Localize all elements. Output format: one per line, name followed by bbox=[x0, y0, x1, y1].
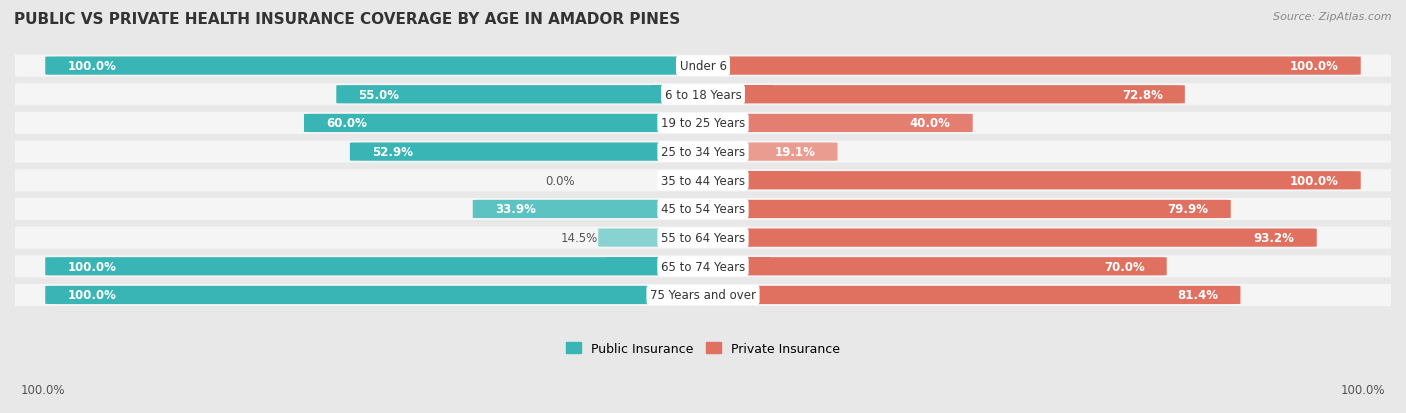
FancyBboxPatch shape bbox=[692, 57, 1361, 76]
Text: 52.9%: 52.9% bbox=[373, 146, 413, 159]
Bar bbox=[606, 57, 703, 75]
FancyBboxPatch shape bbox=[1, 113, 1405, 135]
Text: 100.0%: 100.0% bbox=[1289, 174, 1339, 188]
Legend: Public Insurance, Private Insurance: Public Insurance, Private Insurance bbox=[561, 337, 845, 360]
Text: 81.4%: 81.4% bbox=[1177, 289, 1219, 302]
FancyBboxPatch shape bbox=[1, 198, 1405, 221]
FancyBboxPatch shape bbox=[692, 114, 973, 133]
Text: 65 to 74 Years: 65 to 74 Years bbox=[661, 260, 745, 273]
Text: 33.9%: 33.9% bbox=[495, 203, 536, 216]
FancyBboxPatch shape bbox=[1, 141, 1405, 163]
Text: 70.0%: 70.0% bbox=[1104, 260, 1144, 273]
FancyBboxPatch shape bbox=[304, 114, 714, 133]
Text: PUBLIC VS PRIVATE HEALTH INSURANCE COVERAGE BY AGE IN AMADOR PINES: PUBLIC VS PRIVATE HEALTH INSURANCE COVER… bbox=[14, 12, 681, 27]
FancyBboxPatch shape bbox=[1, 284, 1405, 306]
Bar bbox=[703, 229, 793, 247]
FancyBboxPatch shape bbox=[45, 57, 714, 76]
FancyBboxPatch shape bbox=[472, 200, 714, 218]
Text: 55 to 64 Years: 55 to 64 Years bbox=[661, 232, 745, 244]
FancyBboxPatch shape bbox=[598, 229, 714, 247]
Bar bbox=[671, 201, 703, 218]
Bar bbox=[703, 172, 800, 190]
FancyBboxPatch shape bbox=[1, 55, 1405, 78]
Text: Under 6: Under 6 bbox=[679, 60, 727, 73]
FancyBboxPatch shape bbox=[45, 286, 714, 304]
Bar bbox=[703, 115, 742, 133]
Text: Source: ZipAtlas.com: Source: ZipAtlas.com bbox=[1274, 12, 1392, 22]
Text: 25 to 34 Years: 25 to 34 Years bbox=[661, 146, 745, 159]
Text: 19 to 25 Years: 19 to 25 Years bbox=[661, 117, 745, 130]
Bar bbox=[689, 229, 703, 247]
Text: 93.2%: 93.2% bbox=[1254, 232, 1295, 244]
Text: 75 Years and over: 75 Years and over bbox=[650, 289, 756, 302]
FancyBboxPatch shape bbox=[692, 86, 1185, 104]
Text: 100.0%: 100.0% bbox=[21, 384, 66, 396]
Text: 45 to 54 Years: 45 to 54 Years bbox=[661, 203, 745, 216]
FancyBboxPatch shape bbox=[692, 143, 838, 161]
FancyBboxPatch shape bbox=[692, 286, 1240, 304]
Text: 19.1%: 19.1% bbox=[775, 146, 815, 159]
FancyBboxPatch shape bbox=[45, 258, 714, 276]
Bar bbox=[703, 201, 780, 218]
FancyBboxPatch shape bbox=[692, 200, 1230, 218]
Bar bbox=[703, 57, 800, 75]
Text: 100.0%: 100.0% bbox=[1289, 60, 1339, 73]
Bar bbox=[703, 143, 721, 161]
Text: 79.9%: 79.9% bbox=[1168, 203, 1209, 216]
Text: 35 to 44 Years: 35 to 44 Years bbox=[661, 174, 745, 188]
Text: 6 to 18 Years: 6 to 18 Years bbox=[665, 88, 741, 102]
Bar bbox=[652, 143, 703, 161]
Text: 14.5%: 14.5% bbox=[561, 232, 598, 244]
Bar bbox=[703, 86, 773, 104]
Text: 100.0%: 100.0% bbox=[67, 60, 117, 73]
Text: 40.0%: 40.0% bbox=[910, 117, 950, 130]
Bar bbox=[645, 115, 703, 133]
Text: 100.0%: 100.0% bbox=[1340, 384, 1385, 396]
Text: 55.0%: 55.0% bbox=[359, 88, 399, 102]
FancyBboxPatch shape bbox=[1, 227, 1405, 249]
Text: 100.0%: 100.0% bbox=[67, 289, 117, 302]
FancyBboxPatch shape bbox=[350, 143, 714, 161]
FancyBboxPatch shape bbox=[1, 256, 1405, 278]
FancyBboxPatch shape bbox=[692, 258, 1167, 276]
Bar bbox=[606, 286, 703, 304]
Bar bbox=[606, 258, 703, 275]
Text: 0.0%: 0.0% bbox=[546, 174, 575, 188]
Bar bbox=[703, 286, 782, 304]
Text: 60.0%: 60.0% bbox=[326, 117, 367, 130]
FancyBboxPatch shape bbox=[1, 84, 1405, 106]
Text: 100.0%: 100.0% bbox=[67, 260, 117, 273]
FancyBboxPatch shape bbox=[692, 229, 1317, 247]
Bar bbox=[703, 258, 770, 275]
Text: 72.8%: 72.8% bbox=[1122, 88, 1163, 102]
Bar bbox=[650, 86, 703, 104]
FancyBboxPatch shape bbox=[1, 170, 1405, 192]
FancyBboxPatch shape bbox=[692, 172, 1361, 190]
FancyBboxPatch shape bbox=[336, 86, 714, 104]
